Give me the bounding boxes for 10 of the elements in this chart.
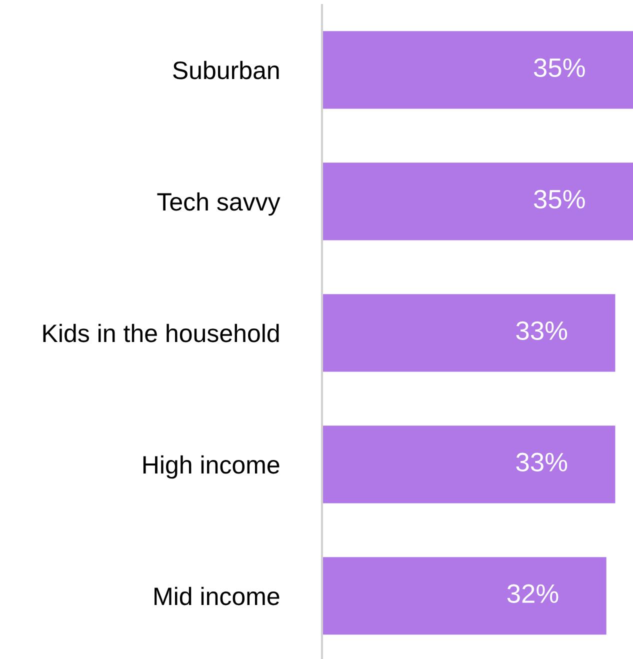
data-label: 33% xyxy=(516,321,568,340)
data-label: 35% xyxy=(534,190,585,209)
y-tick-label: Mid income xyxy=(154,586,280,606)
y-tick-label: Tech savvy xyxy=(157,192,280,216)
y-tick-label: High income xyxy=(143,455,280,479)
data-label: 32% xyxy=(507,584,558,603)
y-tick-label: Kids in the household xyxy=(43,324,279,342)
data-label: 33% xyxy=(516,452,568,472)
y-tick-label: Suburban xyxy=(173,60,279,80)
data-label: 35% xyxy=(534,58,585,78)
